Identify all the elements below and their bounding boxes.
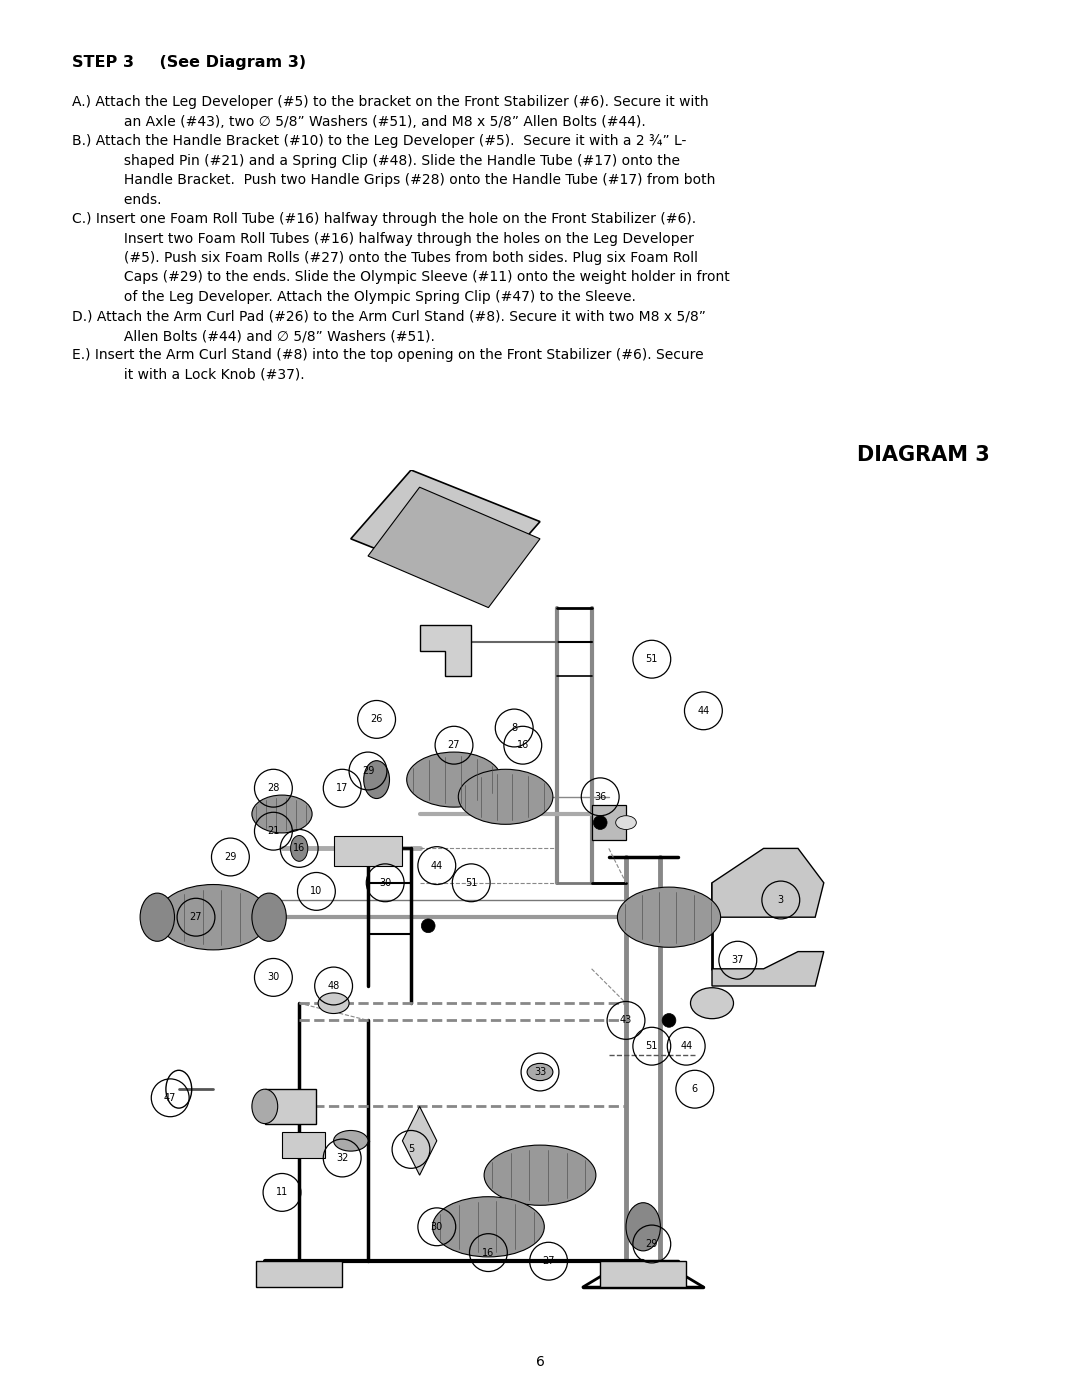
Text: 29: 29 xyxy=(362,766,374,775)
Ellipse shape xyxy=(252,1090,278,1123)
Text: (See Diagram 3): (See Diagram 3) xyxy=(137,54,306,70)
Ellipse shape xyxy=(618,887,720,947)
Ellipse shape xyxy=(158,884,269,950)
Text: B.) Attach the Handle Bracket (#10) to the Leg Developer (#5).  Secure it with a: B.) Attach the Handle Bracket (#10) to t… xyxy=(72,134,687,148)
Text: 51: 51 xyxy=(646,654,658,664)
Bar xyxy=(265,1090,316,1123)
Ellipse shape xyxy=(527,1063,553,1081)
Text: 32: 32 xyxy=(336,1153,349,1162)
Ellipse shape xyxy=(432,1197,544,1257)
Text: Caps (#29) to the ends. Slide the Olympic Sleeve (#11) onto the weight holder in: Caps (#29) to the ends. Slide the Olympi… xyxy=(102,271,730,285)
Bar xyxy=(282,1132,325,1158)
Text: 36: 36 xyxy=(594,792,606,802)
Polygon shape xyxy=(712,951,824,986)
Ellipse shape xyxy=(252,795,312,833)
Text: 6: 6 xyxy=(691,1084,698,1094)
Ellipse shape xyxy=(334,1130,368,1151)
Text: DIAGRAM 3: DIAGRAM 3 xyxy=(858,446,990,465)
Text: Handle Bracket.  Push two Handle Grips (#28) onto the Handle Tube (#17) from bot: Handle Bracket. Push two Handle Grips (#… xyxy=(102,173,715,187)
Text: E.) Insert the Arm Curl Stand (#8) into the top opening on the Front Stabilizer : E.) Insert the Arm Curl Stand (#8) into … xyxy=(72,348,704,362)
Text: 16: 16 xyxy=(483,1248,495,1257)
Ellipse shape xyxy=(593,816,607,830)
Text: 27: 27 xyxy=(542,1256,555,1266)
Text: 26: 26 xyxy=(370,714,382,725)
Text: 8: 8 xyxy=(511,724,517,733)
Text: an Axle (#43), two ∅ 5/8” Washers (#51), and M8 x 5/8” Allen Bolts (#44).: an Axle (#43), two ∅ 5/8” Washers (#51),… xyxy=(102,115,646,129)
Text: 33: 33 xyxy=(534,1067,546,1077)
Bar xyxy=(600,1261,686,1287)
Ellipse shape xyxy=(626,1203,660,1250)
Bar xyxy=(256,1261,342,1287)
Text: (#5). Push six Foam Rolls (#27) onto the Tubes from both sides. Plug six Foam Ro: (#5). Push six Foam Rolls (#27) onto the… xyxy=(102,251,698,265)
Text: 5: 5 xyxy=(408,1144,414,1154)
Ellipse shape xyxy=(319,993,349,1013)
Text: 30: 30 xyxy=(267,972,280,982)
Polygon shape xyxy=(420,624,471,676)
Text: 28: 28 xyxy=(267,784,280,793)
Text: 6: 6 xyxy=(536,1355,544,1369)
Text: 43: 43 xyxy=(620,1016,632,1025)
Ellipse shape xyxy=(421,919,435,933)
Text: ends.: ends. xyxy=(102,193,162,207)
Text: 44: 44 xyxy=(431,861,443,870)
Text: 51: 51 xyxy=(646,1041,658,1051)
Bar xyxy=(592,806,626,840)
Bar xyxy=(334,835,403,866)
Text: 29: 29 xyxy=(646,1239,658,1249)
Text: Allen Bolts (#44) and ∅ 5/8” Washers (#51).: Allen Bolts (#44) and ∅ 5/8” Washers (#5… xyxy=(102,330,435,344)
Polygon shape xyxy=(351,469,540,591)
Text: 10: 10 xyxy=(310,887,323,897)
Ellipse shape xyxy=(364,761,390,799)
Text: 17: 17 xyxy=(336,784,349,793)
Text: it with a Lock Knob (#37).: it with a Lock Knob (#37). xyxy=(102,367,305,381)
Text: 44: 44 xyxy=(680,1041,692,1051)
Text: 44: 44 xyxy=(698,705,710,715)
Ellipse shape xyxy=(616,816,636,830)
Text: of the Leg Developer. Attach the Olympic Spring Clip (#47) to the Sleeve.: of the Leg Developer. Attach the Olympic… xyxy=(102,291,636,305)
Text: 30: 30 xyxy=(379,877,391,888)
Ellipse shape xyxy=(140,893,175,942)
Text: 30: 30 xyxy=(431,1222,443,1232)
Text: STEP 3: STEP 3 xyxy=(72,54,134,70)
Text: shaped Pin (#21) and a Spring Clip (#48). Slide the Handle Tube (#17) onto the: shaped Pin (#21) and a Spring Clip (#48)… xyxy=(102,154,680,168)
Text: 27: 27 xyxy=(190,912,202,922)
Ellipse shape xyxy=(291,835,308,862)
Text: 48: 48 xyxy=(327,981,340,990)
Text: 29: 29 xyxy=(225,852,237,862)
Ellipse shape xyxy=(252,893,286,942)
Text: 51: 51 xyxy=(465,877,477,888)
Text: C.) Insert one Foam Roll Tube (#16) halfway through the hole on the Front Stabil: C.) Insert one Foam Roll Tube (#16) half… xyxy=(72,212,697,226)
Text: Insert two Foam Roll Tubes (#16) halfway through the holes on the Leg Developer: Insert two Foam Roll Tubes (#16) halfway… xyxy=(102,232,693,246)
Text: D.) Attach the Arm Curl Pad (#26) to the Arm Curl Stand (#8). Secure it with two: D.) Attach the Arm Curl Pad (#26) to the… xyxy=(72,310,706,324)
Ellipse shape xyxy=(690,988,733,1018)
Text: 11: 11 xyxy=(275,1187,288,1197)
Text: 37: 37 xyxy=(731,956,744,965)
Text: 16: 16 xyxy=(293,844,306,854)
Text: A.) Attach the Leg Developer (#5) to the bracket on the Front Stabilizer (#6). S: A.) Attach the Leg Developer (#5) to the… xyxy=(72,95,708,109)
Text: 47: 47 xyxy=(164,1092,176,1102)
Ellipse shape xyxy=(458,770,553,824)
Polygon shape xyxy=(368,488,540,608)
Ellipse shape xyxy=(662,1013,676,1027)
Text: 3: 3 xyxy=(778,895,784,905)
Text: 16: 16 xyxy=(516,740,529,750)
Ellipse shape xyxy=(407,752,501,807)
Text: 21: 21 xyxy=(267,826,280,837)
Polygon shape xyxy=(712,848,824,918)
Polygon shape xyxy=(403,1106,436,1175)
Text: 27: 27 xyxy=(448,740,460,750)
Ellipse shape xyxy=(484,1146,596,1206)
